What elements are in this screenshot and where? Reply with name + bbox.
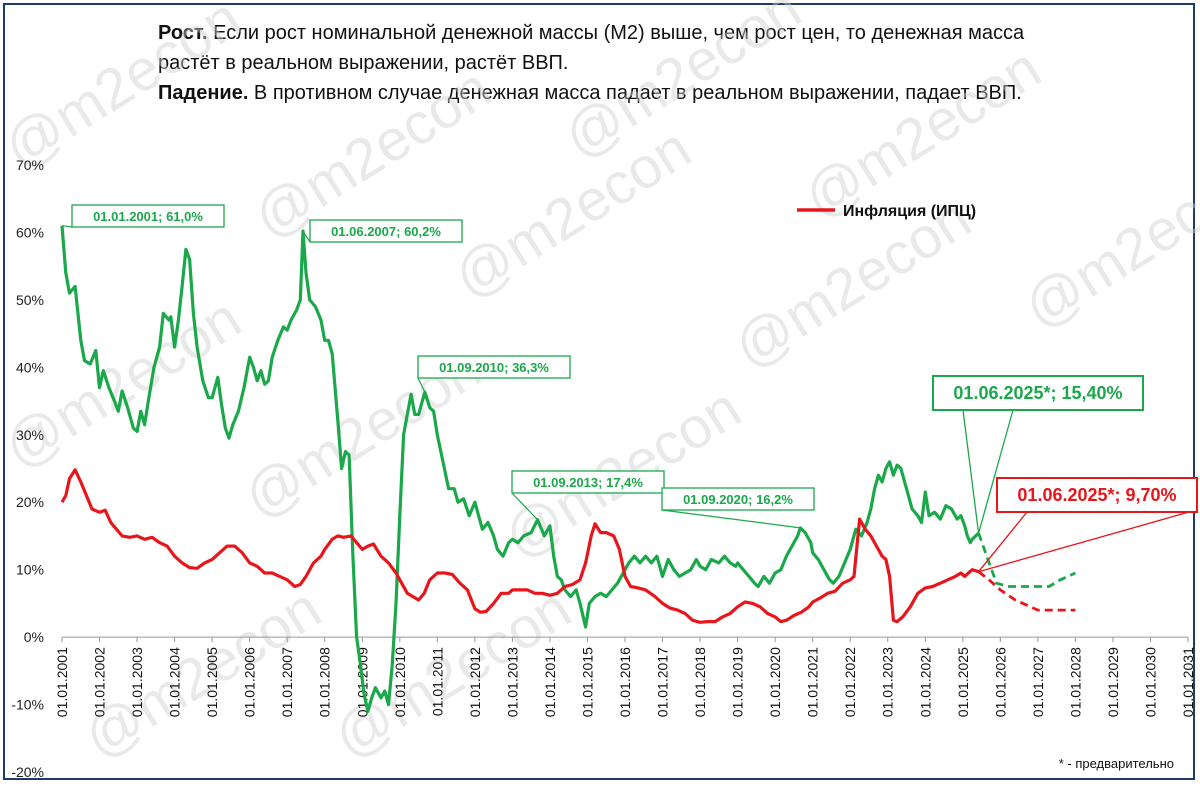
data-callout: 01.09.2020; 16,2% [661,487,815,529]
y-tick-label: 20% [16,494,44,510]
x-tick-label: 01.01.2005 [204,647,220,717]
chart-header: Рост. Если рост номинальной денежной мас… [158,18,1058,108]
x-tick-label: 01.01.2006 [242,647,258,717]
legend: Инфляция (ИПЦ) [797,203,976,220]
watermark-text: @m2econ [0,285,252,481]
callout-box [511,470,665,494]
x-tick-label: 01.01.2031 [1180,647,1196,717]
x-tick-label: 01.01.2004 [167,647,183,717]
x-tick-label: 01.01.2019 [730,647,746,717]
x-tick-label: 01.01.2018 [692,647,708,717]
callout-label: 01.09.2010; 36,3% [439,360,549,375]
x-tick-label: 01.01.2022 [842,647,858,717]
x-tick-label: 01.01.2003 [129,647,145,717]
series-lines [60,225,1076,713]
watermark-text: @m2econ [0,0,252,181]
callout-leader [61,225,73,228]
y-tick-label: -10% [11,697,44,713]
y-tick-label: 30% [16,427,44,443]
callout-box [417,355,571,379]
header-paragraph-decline: Падение. В противном случае денежная мас… [158,78,1058,108]
y-tick-label: 60% [16,224,44,240]
callout-box [661,487,815,511]
callout-leader [978,511,1028,573]
data-callout: 01.09.2010; 36,3% [417,355,571,393]
x-tick-label: 01.01.2029 [1105,647,1121,717]
y-tick-label: 40% [16,359,44,375]
data-callout: 01.06.2007; 60,2% [302,219,463,243]
data-callout: 01.01.2001; 61,0% [61,204,225,228]
header-decline-text: В противном случае денежная масса падает… [248,82,1022,104]
callout-leader [302,230,311,243]
callout-leader [978,511,1190,573]
callout-label: 01.01.2001; 61,0% [93,209,203,224]
annotations: 01.01.2001; 61,0% 01.06.2007; 60,2% 01.09.… [61,204,1198,573]
callout-label: 01.06.2007; 60,2% [331,224,441,239]
header-paragraph-growth: Рост. Если рост номинальной денежной мас… [158,18,1058,78]
y-tick-label: 50% [16,292,44,308]
x-tick-label: 01.01.2014 [542,647,558,717]
x-tick-label: 01.01.2027 [1030,647,1046,717]
x-tick-label: 01.01.2016 [617,647,633,717]
x-tick-label: 01.01.2015 [579,647,595,717]
x-tick-label: 01.01.2013 [504,647,520,717]
callout-leader [511,492,538,521]
y-tick-label: 10% [16,562,44,578]
header-decline-bold: Падение. [158,82,249,104]
header-growth-bold: Рост. [158,22,208,44]
x-tick-label: 01.01.2026 [992,647,1008,717]
callout-leader [962,409,980,534]
callout-label: 01.09.2020; 16,2% [683,492,793,507]
callout-leader [417,377,426,393]
series-line-m2 [60,225,980,713]
x-tick-label: 01.01.2020 [767,647,783,717]
y-tick-label: -20% [11,764,44,780]
callout-leader [661,509,801,529]
x-tick-label: 01.01.2010 [392,647,408,717]
x-tick-label: 01.01.2008 [317,647,333,717]
x-tick-label: 01.01.2021 [805,647,821,717]
callout-label: 01.09.2013; 17,4% [533,475,643,490]
series-forecast-m2 [977,532,1076,588]
x-axis: 01.01.2001 01.01.2002 01.01.2003 01.01.2004… [54,636,1196,717]
x-tick-label: 01.01.2011 [429,647,445,716]
callout-label: 01.06.2025*; 9,70% [1017,485,1176,505]
x-tick-label: 01.01.2024 [917,647,933,717]
callout-box [996,477,1198,513]
y-tick-label: 70% [16,157,44,173]
x-tick-label: 01.01.2012 [467,647,483,717]
data-callout: 01.06.2025*; 9,70% [978,477,1198,573]
x-tick-label: 01.01.2023 [880,647,896,717]
watermark-text: @m2econ [1012,145,1200,341]
x-tick-label: 01.01.2025 [955,647,971,717]
y-tick-label: 0% [24,629,44,645]
callout-box [71,204,225,228]
series-line-cpi [60,468,980,624]
x-tick-label: 01.01.2028 [1067,647,1083,717]
callout-box [932,375,1144,411]
callout-label: 01.06.2025*; 15,40% [953,383,1122,403]
footnote: * - предварительно [1058,756,1174,771]
x-tick-label: 01.01.2007 [279,647,295,717]
y-axis: -20% -10% 0% 10% 20% 30% 40% 50% 60% 70% [11,157,44,780]
legend-label-cpi: Инфляция (ИПЦ) [843,203,976,220]
x-tick-label: 01.01.2030 [1142,647,1158,717]
x-tick-label: 01.01.2002 [92,647,108,717]
header-growth-text: Если рост номинальной денежной массы (М2… [158,22,1025,74]
data-callout: 01.09.2013; 17,4% [511,470,665,521]
series-forecast-cpi [977,570,1076,612]
callout-leader [977,409,1014,534]
x-tick-label: 01.01.2017 [655,647,671,717]
x-tick-label: 01.01.2001 [54,647,70,717]
callout-box [309,219,463,243]
data-callout: 01.06.2025*; 15,40% [932,375,1144,534]
